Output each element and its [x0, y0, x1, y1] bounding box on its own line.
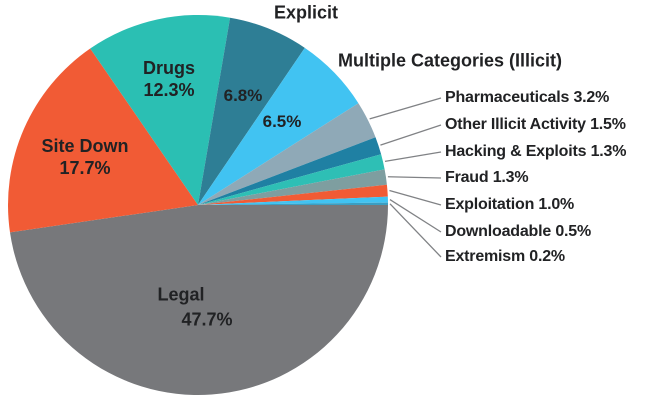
leader-line-exploitation: [389, 189, 442, 206]
leader-line-other-illicit-activity: [380, 124, 442, 146]
slice-pct-multiple-categories: 6.5%: [262, 112, 302, 131]
callout-pct: 3.2%: [573, 89, 610, 106]
slice-hacking-exploits: [198, 154, 385, 205]
slice-pharmaceuticals: [198, 103, 376, 205]
slice-pct-site-down: 17.7%: [59, 158, 111, 178]
callout-exploitation: Exploitation 1.0%: [445, 196, 574, 214]
slice-pct-drugs: 12.3%: [143, 80, 195, 100]
callout-name: Fraud: [445, 169, 489, 186]
callout-pct: 0.5%: [555, 223, 591, 240]
callout-name: Exploitation: [445, 196, 535, 213]
slice-pct-explicit: 6.8%: [223, 86, 263, 105]
slice-label-site-down: Site Down 17.7%: [41, 135, 128, 179]
callout-pct: 1.5%: [590, 116, 626, 133]
callout-other-illicit-activity: Other Illicit Activity 1.5%: [445, 116, 626, 134]
leader-line-pharmaceuticals: [369, 97, 442, 120]
callout-pharmaceuticals: Pharmaceuticals 3.2%: [445, 89, 609, 107]
leader-line-downloadable: [389, 199, 442, 233]
callout-name: Extremism: [445, 248, 526, 265]
slice-name-multiple-categories: Multiple Categories (Illicit): [338, 50, 563, 71]
callout-fraud: Fraud 1.3%: [445, 169, 529, 187]
leader-line-extremism: [389, 203, 442, 258]
callout-name: Pharmaceuticals: [445, 89, 570, 106]
callout-extremism: Extremism 0.2%: [445, 248, 565, 266]
slice-name-explicit: Explicit: [273, 2, 339, 23]
slice-extremism: [198, 202, 388, 205]
slice-downloadable: [198, 196, 388, 205]
slice-other-illicit-activity: [198, 137, 382, 205]
slice-exploitation: [198, 184, 388, 205]
callout-pct: 1.3%: [492, 169, 529, 186]
slice-drugs: [90, 15, 231, 205]
slice-site-down: [8, 48, 199, 233]
callout-pct: 1.0%: [538, 196, 575, 213]
slice-multiple-categories-illicit: [198, 47, 359, 205]
callout-downloadable: Downloadable 0.5%: [445, 223, 591, 241]
slice-fraud: [198, 169, 387, 205]
leader-line-fraud: [387, 176, 442, 179]
slice-legal: [9, 205, 388, 396]
slice-name-legal: Legal: [157, 284, 205, 305]
callout-name: Downloadable: [445, 223, 552, 240]
callout-name: Hacking & Exploits: [445, 143, 587, 160]
leader-line-hacking-exploits: [384, 151, 442, 162]
slice-label-drugs: Drugs 12.3%: [143, 57, 195, 101]
callout-hacking-exploits: Hacking & Exploits 1.3%: [445, 143, 626, 161]
slice-pct-legal: 47.7%: [181, 309, 233, 330]
slice-name-site-down: Site Down: [41, 136, 129, 156]
callout-pct: 1.3%: [590, 143, 627, 160]
slice-name-drugs: Drugs: [142, 58, 196, 78]
callout-name: Other Illicit Activity: [445, 116, 586, 133]
slice-explicit: [198, 17, 305, 206]
callout-pct: 0.2%: [529, 248, 565, 265]
